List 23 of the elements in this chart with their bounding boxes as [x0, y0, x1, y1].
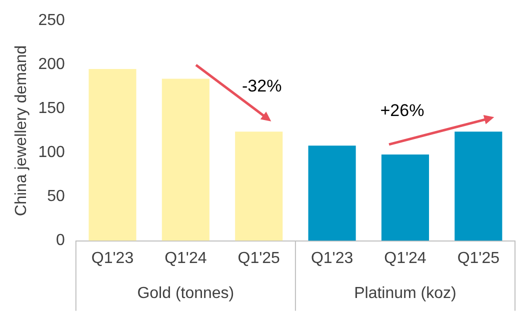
y-tick-label: 100 [38, 144, 65, 162]
bar [235, 132, 283, 241]
x-tick-label: Q1'25 [457, 250, 500, 267]
x-tick-label: Q1'25 [238, 250, 280, 267]
x-tick-label: Q1'23 [91, 250, 134, 267]
bar [308, 146, 356, 241]
text: Gold (tonnes) [137, 285, 234, 302]
annotation: -32% [242, 76, 282, 96]
x-tick-label: Q1'24 [384, 250, 426, 267]
y-tick-label: 0 [56, 232, 65, 250]
y-tick-label: 150 [38, 100, 65, 118]
y-tick-label: 250 [38, 12, 65, 30]
bar [381, 154, 430, 241]
x-tick-label: Q1'23 [310, 250, 354, 267]
annotation: +26% [380, 101, 424, 120]
bar [88, 69, 136, 241]
text: Platinum (koz) [354, 285, 456, 302]
y-tick-label: 50 [47, 188, 65, 206]
y-axis-title: China jewellery demand [13, 45, 30, 216]
bar [162, 78, 210, 241]
y-tick-label: 200 [38, 56, 65, 74]
x-tick-label: Q1'24 [164, 250, 207, 267]
bar [454, 132, 502, 241]
